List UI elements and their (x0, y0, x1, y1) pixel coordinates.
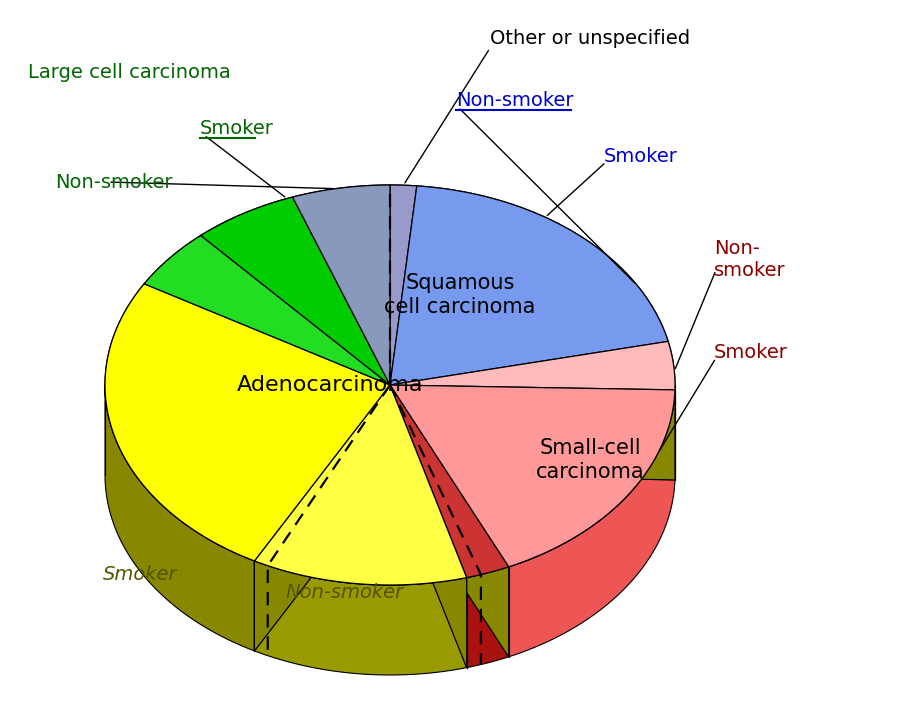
Polygon shape (144, 235, 390, 385)
Polygon shape (390, 385, 508, 657)
Polygon shape (390, 385, 675, 480)
Polygon shape (390, 385, 508, 578)
Polygon shape (390, 186, 668, 385)
Polygon shape (105, 284, 390, 561)
Polygon shape (390, 385, 508, 578)
Text: Smoker: Smoker (714, 342, 788, 362)
Polygon shape (390, 385, 675, 480)
Polygon shape (201, 197, 390, 385)
Text: Non-smoker: Non-smoker (286, 583, 404, 601)
Text: Large cell carcinoma: Large cell carcinoma (28, 63, 230, 82)
Polygon shape (292, 185, 390, 385)
Text: Non-smoker: Non-smoker (456, 90, 573, 110)
Polygon shape (255, 385, 390, 651)
Polygon shape (390, 385, 675, 567)
Polygon shape (255, 561, 466, 675)
Text: Non-smoker: Non-smoker (55, 173, 173, 191)
Polygon shape (144, 235, 390, 385)
Polygon shape (105, 385, 255, 651)
Text: Smoker: Smoker (604, 147, 678, 165)
Polygon shape (390, 385, 466, 668)
Polygon shape (390, 385, 508, 657)
Text: Other or unspecified: Other or unspecified (490, 28, 690, 48)
Polygon shape (390, 185, 417, 385)
Polygon shape (390, 185, 417, 385)
Polygon shape (255, 385, 466, 585)
Polygon shape (466, 567, 508, 668)
Text: Non-
smoker: Non- smoker (714, 240, 786, 281)
Text: Adenocarcinoma: Adenocarcinoma (237, 375, 423, 395)
Polygon shape (390, 385, 466, 668)
Polygon shape (105, 385, 675, 675)
Polygon shape (255, 385, 390, 651)
Polygon shape (390, 385, 675, 567)
Polygon shape (105, 284, 390, 561)
Text: Smoker: Smoker (103, 565, 177, 585)
Polygon shape (390, 342, 675, 390)
Polygon shape (390, 342, 675, 390)
Polygon shape (508, 390, 675, 657)
Text: Small-cell
carcinoma: Small-cell carcinoma (536, 438, 644, 482)
Text: Smoker: Smoker (200, 118, 274, 137)
Text: Squamous
cell carcinoma: Squamous cell carcinoma (384, 274, 536, 317)
Polygon shape (390, 186, 668, 385)
Polygon shape (201, 197, 390, 385)
Polygon shape (255, 385, 466, 585)
Polygon shape (292, 185, 390, 385)
